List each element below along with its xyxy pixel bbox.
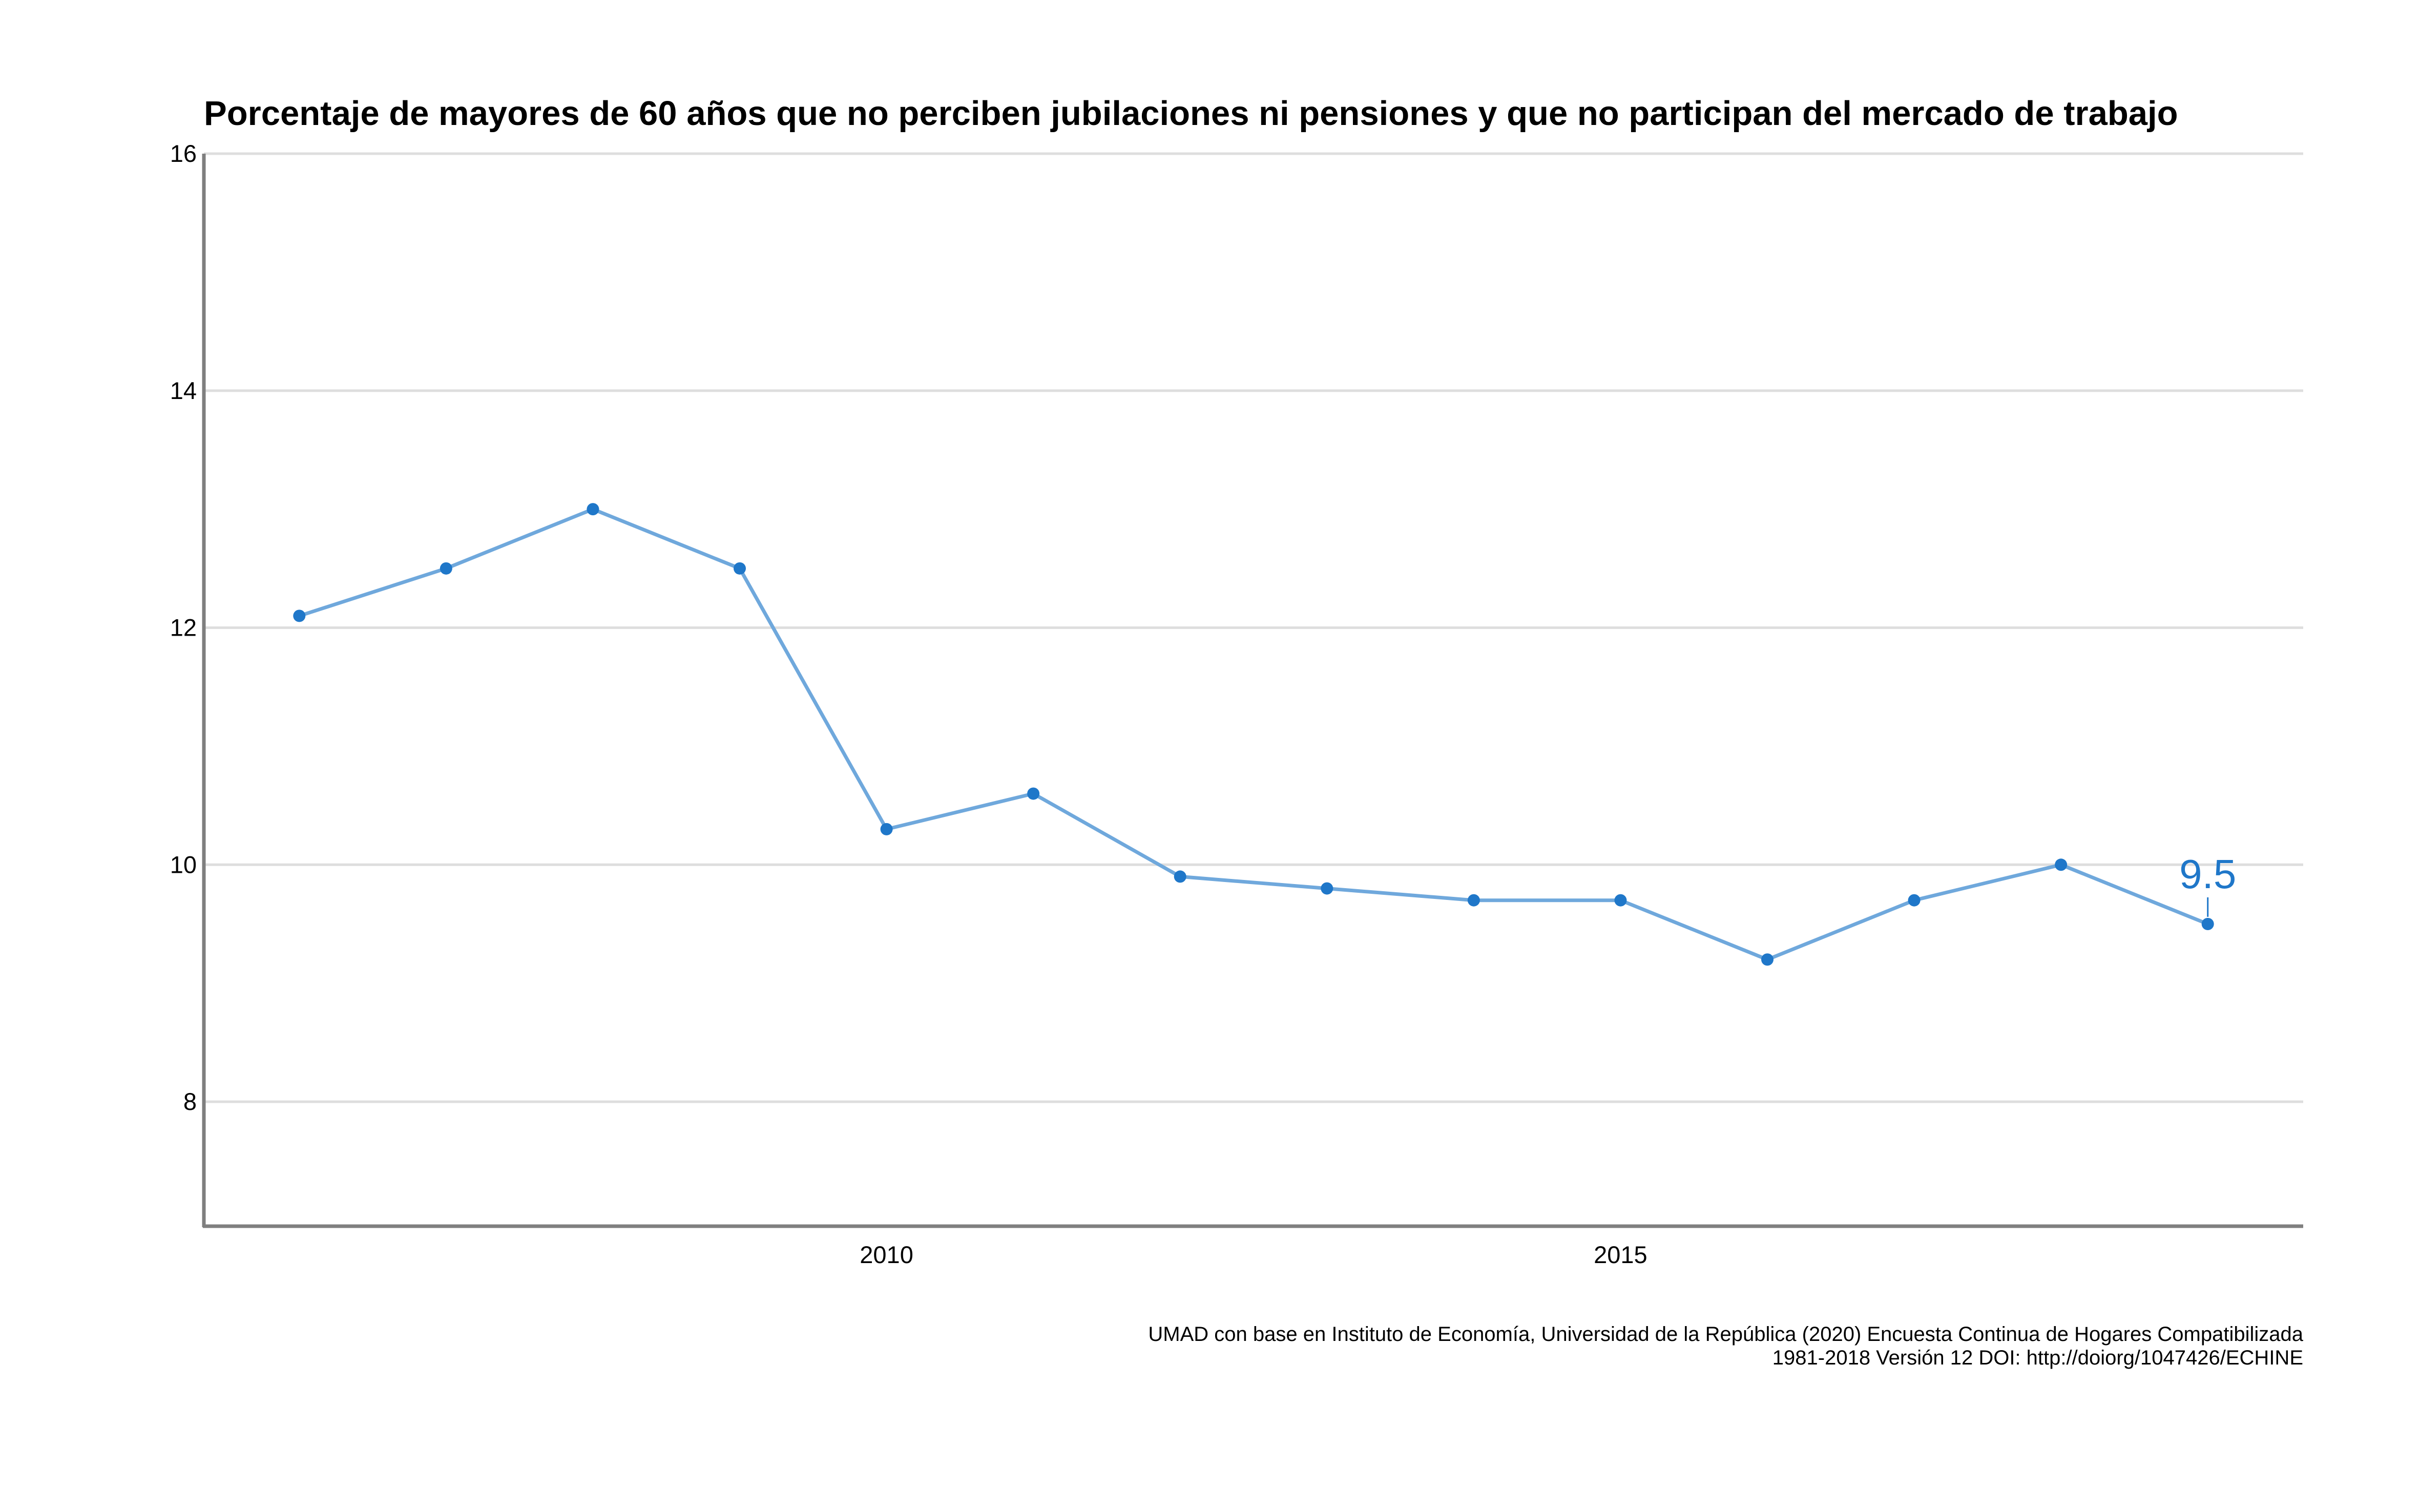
y-tick-label-12: 12 — [170, 614, 197, 641]
data-point-2009 — [733, 562, 746, 575]
x-tick-label-2015: 2015 — [1594, 1241, 1647, 1268]
data-point-2012 — [1174, 870, 1186, 883]
annotation-label-0: 9.5 — [2179, 851, 2236, 897]
series-layer — [293, 503, 2214, 966]
data-point-2016 — [1761, 953, 1774, 966]
y-tick-labels: 8 10 12 14 16 — [170, 140, 197, 1115]
data-point-2010 — [880, 823, 893, 835]
data-point-2011 — [1027, 787, 1040, 800]
data-point-2019 — [2201, 917, 2214, 930]
chart-title: Porcentaje de mayores de 60 años que no … — [204, 94, 2178, 133]
y-tick-label-16: 16 — [170, 140, 197, 167]
y-tick-label-8: 8 — [183, 1088, 197, 1115]
chart-caption: UMAD con base en Instituto de Economía, … — [1148, 1323, 2303, 1369]
axes — [202, 154, 2303, 1228]
data-point-2014 — [1467, 894, 1480, 907]
data-point-2006 — [293, 610, 306, 622]
y-tick-label-14: 14 — [170, 377, 197, 404]
annotations: 9.5 — [2179, 851, 2236, 917]
caption-line-1: UMAD con base en Instituto de Economía, … — [1148, 1323, 2303, 1346]
x-tick-labels: 2010 2015 — [860, 1241, 1647, 1268]
data-point-2015 — [1614, 894, 1627, 907]
data-point-2008 — [587, 503, 599, 516]
series-line-0 — [297, 507, 2210, 961]
x-tick-label-2010: 2010 — [860, 1241, 913, 1268]
data-point-2007 — [440, 562, 452, 575]
data-point-2017 — [1908, 894, 1921, 907]
caption-line-2: 1981-2018 Versión 12 DOI: http://doiorg/… — [1772, 1347, 2303, 1369]
gridlines — [204, 152, 2303, 1103]
data-point-2013 — [1321, 882, 1333, 895]
y-tick-label-10: 10 — [170, 851, 197, 878]
data-point-2018 — [2055, 858, 2068, 871]
